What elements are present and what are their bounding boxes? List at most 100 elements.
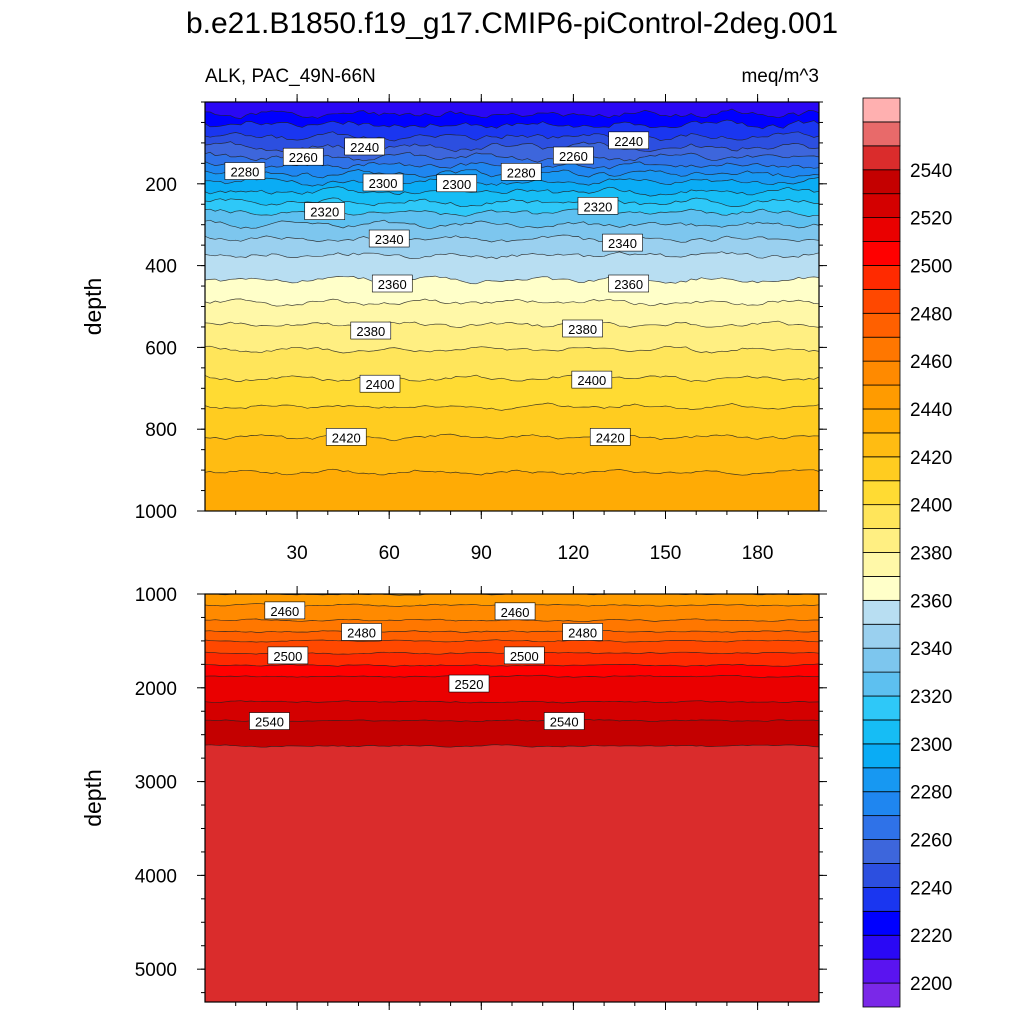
- svg-text:2380: 2380: [568, 322, 597, 337]
- colorbar-tick-label: 2280: [910, 783, 952, 804]
- units-label: meq/m^3: [741, 66, 819, 87]
- contour-label: 2400: [359, 374, 401, 393]
- colorbar-swatch: [862, 910, 901, 936]
- colorbar-swatch: [862, 647, 901, 673]
- contour-line-2480: [205, 639, 819, 643]
- contour-line-2240: [205, 131, 819, 142]
- colorbar-swatch: [862, 863, 901, 888]
- contour-label: 2260: [282, 147, 324, 166]
- colorbar-tick-label: 2200: [910, 974, 952, 995]
- chart-title: b.e21.B1850.f19_g17.CMIP6-piControl-2deg…: [186, 7, 838, 40]
- colorbar-swatch: [862, 288, 901, 314]
- contour-label: 2360: [371, 274, 413, 293]
- contour-label: 2380: [562, 319, 603, 338]
- colorbar-swatch: [862, 791, 901, 817]
- contour-line-2350: [205, 251, 819, 260]
- colorbar-tick-label: 2420: [910, 448, 952, 469]
- contour-line-2370: [205, 298, 819, 307]
- x-tick-label: 90: [471, 543, 492, 564]
- colorbar-swatch: [862, 265, 901, 290]
- x-tick-label: 180: [742, 543, 774, 564]
- y-axis-label: depth: [80, 769, 106, 827]
- contour-label: 2540: [543, 712, 585, 730]
- colorbar-swatch: [862, 336, 901, 362]
- colorbar-swatch: [862, 671, 901, 697]
- y-tick-label: 600: [145, 338, 177, 359]
- colorbar-swatch: [862, 360, 901, 386]
- contour-label: 2500: [503, 646, 545, 665]
- contour-line-2290: [205, 177, 819, 187]
- colorbar-tick-label: 2320: [910, 687, 952, 708]
- colorbar-swatch: [862, 695, 901, 721]
- contour-label: 2300: [362, 173, 404, 192]
- colorbar-tick-label: 2460: [910, 352, 952, 373]
- svg-text:2260: 2260: [289, 150, 318, 165]
- contour-label: 2500: [267, 646, 309, 665]
- y-tick-label: 1000: [135, 502, 177, 523]
- y-tick-label: 4000: [135, 866, 177, 887]
- colorbar-swatch: [862, 576, 901, 601]
- contour-line-2500: [205, 663, 819, 667]
- contour-label: 2280: [500, 163, 542, 181]
- contour-line-2390: [205, 345, 819, 354]
- svg-text:2520: 2520: [455, 677, 484, 692]
- y-tick-label: 3000: [135, 773, 177, 794]
- lower-panel: 2460 2460 2480 2480 2500 2500 2520 2540 2540 1000…: [80, 585, 827, 1010]
- contour-label: 2300: [436, 174, 478, 193]
- colorbar-swatch: [862, 886, 901, 912]
- svg-text:2300: 2300: [442, 177, 471, 192]
- colorbar-swatch: [862, 982, 901, 1008]
- contour-line-2470: [205, 630, 819, 633]
- contour-label: 2380: [350, 321, 392, 340]
- svg-text:2340: 2340: [375, 232, 404, 247]
- contour-line-2220: [205, 108, 819, 119]
- contour-line-2340: [205, 234, 819, 243]
- y-tick-label: 5000: [135, 960, 177, 981]
- colorbar-swatch: [862, 767, 901, 793]
- x-tick-label: 120: [558, 543, 590, 564]
- contour-line-2530: [205, 719, 819, 723]
- svg-text:2460: 2460: [501, 605, 530, 620]
- svg-text:2420: 2420: [596, 430, 625, 445]
- contour-line-2510: [205, 674, 819, 679]
- colorbar-swatch: [862, 384, 901, 410]
- contour-label: 2540: [249, 712, 290, 730]
- svg-text:2240: 2240: [614, 134, 643, 149]
- contour-line-2300: [205, 186, 819, 197]
- contour-label: 2520: [448, 674, 490, 693]
- svg-text:2280: 2280: [507, 165, 536, 180]
- colorbar-swatch: [862, 145, 901, 171]
- colorbar-tick-label: 2540: [910, 161, 952, 182]
- contour-line-2360: [205, 275, 819, 285]
- contour-label: 2360: [608, 274, 649, 293]
- colorbar-tick-label: 2260: [910, 831, 952, 852]
- contour-label: 2340: [602, 233, 643, 252]
- contour-line-2330: [205, 219, 819, 230]
- y-tick-label: 2000: [135, 679, 177, 700]
- colorbar-swatch: [862, 839, 901, 864]
- colorbar-swatch: [862, 241, 901, 266]
- band-2210: [205, 102, 819, 119]
- colorbar-swatch: [862, 169, 901, 195]
- colorbar-swatch: [862, 958, 901, 984]
- colorbar-tick-label: 2500: [910, 256, 952, 277]
- x-tick-label: 60: [379, 543, 400, 564]
- colorbar-swatch: [862, 623, 901, 649]
- colorbar-swatch: [862, 719, 901, 745]
- contour-line-2380: [205, 320, 819, 328]
- colorbar-swatch: [862, 97, 901, 123]
- svg-text:2340: 2340: [608, 236, 637, 251]
- colorbar-swatch: [862, 408, 901, 434]
- contour-label: 2480: [341, 623, 382, 641]
- svg-text:2460: 2460: [270, 604, 299, 619]
- svg-text:2320: 2320: [583, 199, 612, 214]
- svg-text:2300: 2300: [369, 176, 398, 191]
- colorbar-tick-label: 2520: [910, 209, 952, 230]
- colorbar-swatch: [862, 599, 901, 625]
- svg-text:2540: 2540: [550, 715, 579, 730]
- colorbar-swatch: [862, 432, 901, 458]
- contour-line-2230: [205, 119, 819, 130]
- y-tick-label: 1000: [135, 585, 177, 606]
- y-tick-label: 200: [145, 175, 177, 196]
- svg-text:2500: 2500: [273, 649, 302, 664]
